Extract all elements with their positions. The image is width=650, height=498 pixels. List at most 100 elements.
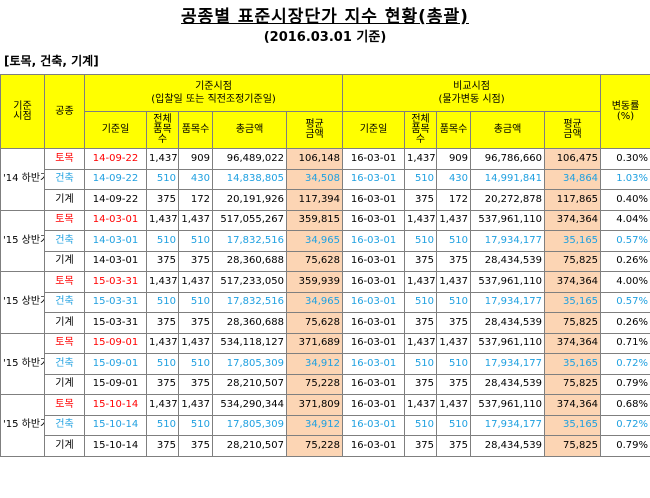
cmp-total-items-cell: 375: [404, 189, 438, 211]
base-total-items-cell: 510: [146, 353, 179, 375]
cmp-items-cell: 510: [436, 230, 472, 252]
base-items-cell: 375: [178, 435, 213, 457]
cmp-date-cell: 16-03-01: [342, 209, 406, 231]
cmp-total-amount-cell: 537,961,110: [470, 271, 546, 293]
base-total-amount-cell: 17,832,516: [212, 230, 287, 252]
cmp-avg-amount-cell: 117,865: [544, 189, 602, 211]
cmp-items-cell: 909: [436, 148, 472, 170]
cmp-avg-amount-cell: 374,364: [544, 271, 602, 293]
page-title: 공종별 표준시장단가 지수 현황(총괄): [181, 7, 469, 27]
base-date-cell: 15-09-01: [84, 373, 147, 395]
header-base-total-items: 전체 품목수: [146, 111, 179, 149]
change-rate-cell: 0.26%: [600, 312, 650, 334]
base-date-cell: 14-03-01: [84, 250, 147, 272]
base-items-cell: 510: [178, 230, 213, 252]
header-change-rate: 변동률 (%): [600, 74, 650, 149]
cmp-total-items-cell: 1,437: [404, 394, 438, 416]
header-base-group-sub: (입찰일 또는 직전조정기준일): [151, 93, 276, 105]
cmp-items-cell: 510: [436, 353, 472, 375]
header-base-group-title: 기준시점: [195, 80, 232, 92]
table-row: '15 상반기토목15-03-311,4371,437517,233,05035…: [0, 271, 650, 334]
table-row: 건축 14-09-22 510 430 14,838,805 34,508 16-03-01…: [1, 168, 650, 190]
cmp-date-cell: 16-03-01: [342, 332, 406, 354]
cmp-avg-amount-cell: 35,165: [544, 414, 602, 436]
table-body: '14 하반기토목14-09-221,43790996,489,022106,1…: [0, 148, 650, 457]
base-items-cell: 909: [178, 148, 213, 170]
period-cell: '15 상반기: [0, 271, 45, 334]
cmp-date-cell: 16-03-01: [342, 148, 406, 170]
category-label: [토목, 건축, 기계]: [4, 54, 99, 68]
cmp-items-cell: 510: [436, 291, 472, 313]
cmp-total-amount-cell: 17,934,177: [470, 230, 546, 252]
cmp-date-cell: 16-03-01: [342, 168, 406, 190]
cmp-total-items-cell: 1,437: [404, 332, 438, 354]
base-total-items-cell: 510: [146, 291, 179, 313]
base-avg-amount-cell: 34,912: [285, 353, 344, 375]
type-cell: 건축: [44, 168, 85, 190]
table-row: 건축 14-03-01 510 510 17,832,516 34,965 16-03-01…: [1, 230, 650, 252]
type-cell: 건축: [44, 291, 85, 313]
table-row: 건축 15-10-14 510 510 17,805,309 34,912 16-03-01…: [1, 414, 650, 436]
cmp-avg-amount-cell: 374,364: [544, 332, 602, 354]
base-total-amount-cell: 14,838,805: [212, 168, 287, 190]
change-rate-cell: 0.68%: [600, 394, 650, 416]
type-cell: 건축: [44, 230, 85, 252]
cmp-date-cell: 16-03-01: [342, 230, 406, 252]
base-avg-amount-cell: 34,912: [285, 414, 344, 436]
base-total-amount-cell: 17,805,309: [212, 353, 287, 375]
cmp-total-amount-cell: 17,934,177: [470, 291, 546, 313]
base-avg-amount-cell: 75,228: [285, 373, 344, 395]
base-total-items-cell: 1,437: [146, 209, 179, 231]
table-row: 기계 15-03-31 375 375 28,360,688 75,628 16-03-01…: [1, 312, 650, 334]
base-total-items-cell: 1,437: [146, 394, 179, 416]
base-total-amount-cell: 28,360,688: [212, 312, 287, 334]
header-cmp-date: 기준일: [342, 111, 406, 149]
type-cell: 기계: [44, 435, 85, 457]
cmp-date-cell: 16-03-01: [342, 189, 406, 211]
cmp-total-items-cell: 1,437: [404, 271, 438, 293]
header-cmp-avg-amount: 평균 금액: [544, 111, 602, 149]
type-cell: 토목: [44, 209, 85, 231]
change-rate-cell: 0.26%: [600, 250, 650, 272]
type-cell: 토목: [44, 332, 85, 354]
cmp-items-cell: 1,437: [436, 209, 472, 231]
cmp-date-cell: 16-03-01: [342, 394, 406, 416]
cmp-total-amount-cell: 17,934,177: [470, 414, 546, 436]
change-rate-cell: 0.30%: [600, 148, 650, 170]
base-date-cell: 15-03-31: [84, 291, 147, 313]
change-rate-cell: 0.71%: [600, 332, 650, 354]
cmp-total-items-cell: 375: [404, 435, 438, 457]
table-row: 건축 15-09-01 510 510 17,805,309 34,912 16-03-01…: [1, 353, 650, 375]
base-items-cell: 1,437: [178, 394, 213, 416]
base-date-cell: 15-03-31: [84, 312, 147, 334]
change-rate-cell: 0.72%: [600, 353, 650, 375]
base-total-amount-cell: 17,805,309: [212, 414, 287, 436]
change-rate-cell: 4.00%: [600, 271, 650, 293]
base-total-items-cell: 510: [146, 168, 179, 190]
base-avg-amount-cell: 75,628: [285, 250, 344, 272]
cmp-total-amount-cell: 28,434,539: [470, 250, 546, 272]
base-avg-amount-cell: 106,148: [285, 148, 344, 170]
base-total-amount-cell: 96,489,022: [212, 148, 287, 170]
cmp-date-cell: 16-03-01: [342, 271, 406, 293]
type-cell: 기계: [44, 312, 85, 334]
change-rate-cell: 0.79%: [600, 373, 650, 395]
cmp-total-amount-cell: 537,961,110: [470, 332, 546, 354]
cmp-avg-amount-cell: 75,825: [544, 312, 602, 334]
cmp-date-cell: 16-03-01: [342, 435, 406, 457]
cmp-avg-amount-cell: 75,825: [544, 373, 602, 395]
cmp-total-items-cell: 510: [404, 414, 438, 436]
cmp-total-items-cell: 375: [404, 250, 438, 272]
table-row: 기계 15-10-14 375 375 28,210,507 75,228 16-03-01…: [1, 435, 650, 457]
base-total-amount-cell: 534,118,127: [212, 332, 287, 354]
base-items-cell: 510: [178, 353, 213, 375]
cmp-date-cell: 16-03-01: [342, 291, 406, 313]
cmp-total-amount-cell: 537,961,110: [470, 209, 546, 231]
cmp-total-amount-cell: 17,934,177: [470, 353, 546, 375]
header-cmp-group-sub: (물가변동 시점): [438, 93, 505, 105]
base-items-cell: 1,437: [178, 209, 213, 231]
base-avg-amount-cell: 75,628: [285, 312, 344, 334]
table-row: '14 하반기토목14-09-221,43790996,489,022106,1…: [0, 148, 650, 211]
change-rate-cell: 0.79%: [600, 435, 650, 457]
type-cell: 건축: [44, 414, 85, 436]
